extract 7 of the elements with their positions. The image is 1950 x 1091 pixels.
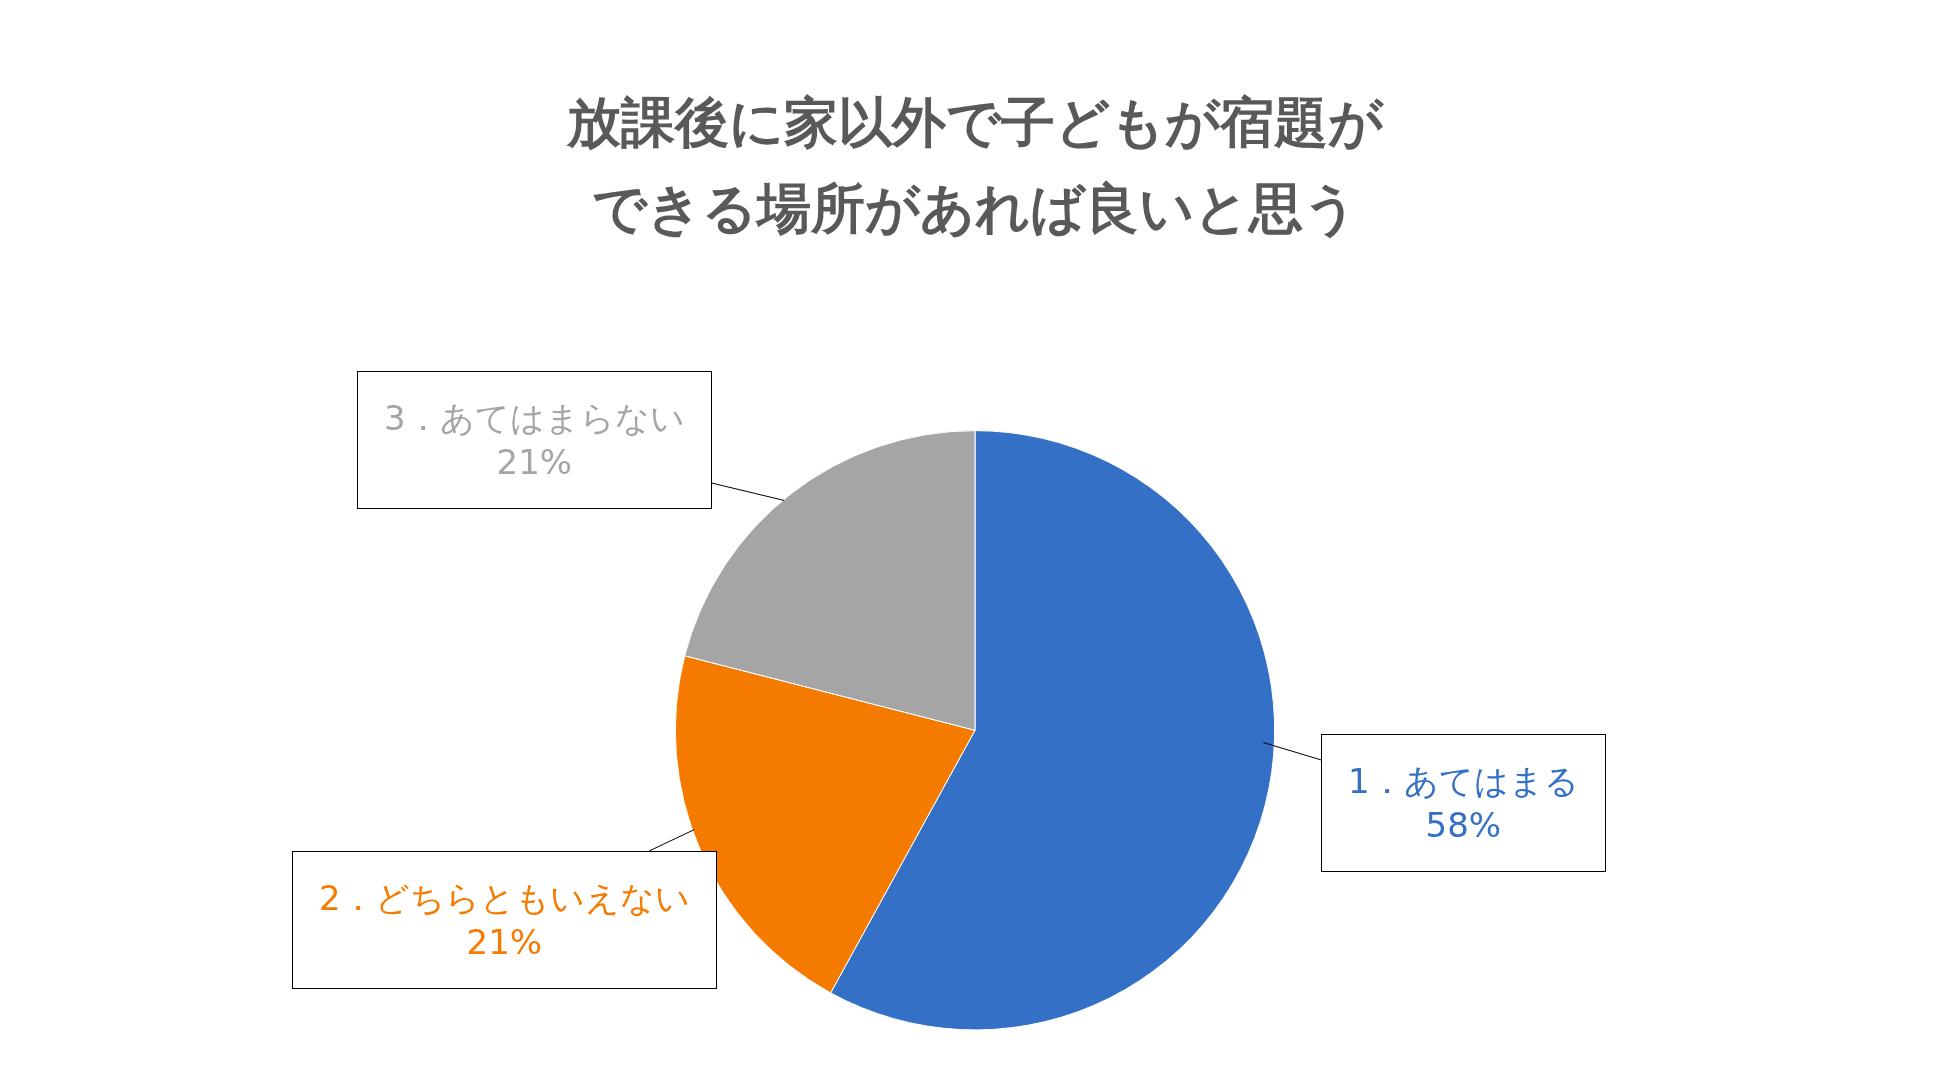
chart-title: 放課後に家以外で子どもが宿題ができる場所があれば良いと思う xyxy=(565,90,1385,243)
slice-label: 1．あてはまる xyxy=(1348,761,1579,801)
slice-label: 3．あてはまらない xyxy=(384,398,685,438)
data-label: 21% xyxy=(466,922,543,963)
data-label: 21% xyxy=(496,442,573,483)
data-label: 58% xyxy=(1425,805,1502,846)
slice-label: 2．どちらともいえない xyxy=(319,878,690,918)
